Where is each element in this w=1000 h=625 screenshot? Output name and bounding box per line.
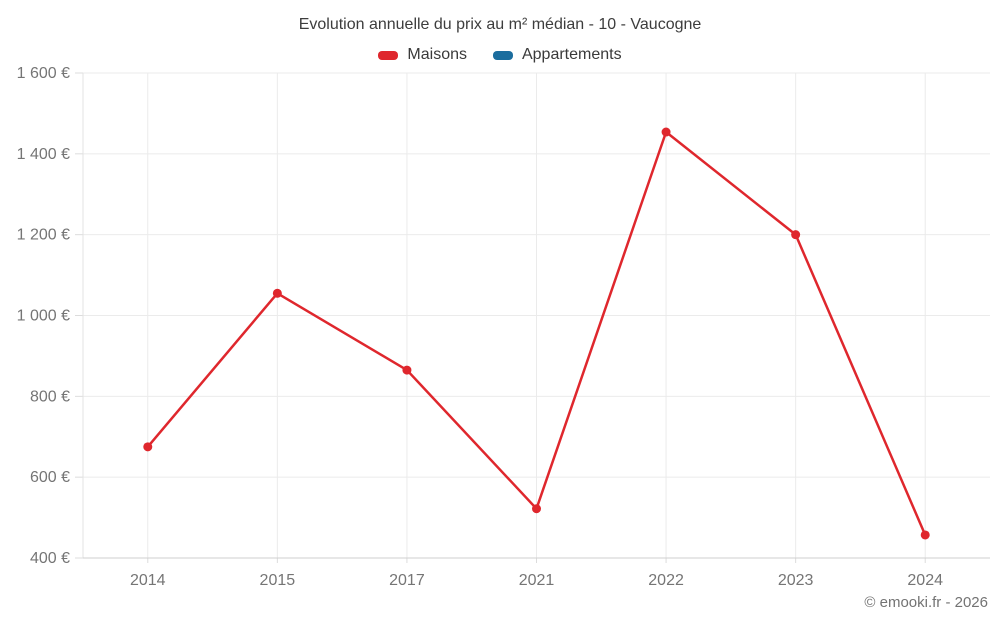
data-point-maisons-2017[interactable] xyxy=(402,365,412,375)
x-axis-label: 2022 xyxy=(648,572,684,589)
data-point-maisons-2014[interactable] xyxy=(143,442,153,452)
y-axis-label: 600 € xyxy=(30,469,70,486)
y-axis-label: 1 000 € xyxy=(17,308,70,325)
y-axis-label: 1 600 € xyxy=(17,65,70,82)
legend-item-appartements[interactable]: Appartements xyxy=(492,46,622,64)
data-point-maisons-2021[interactable] xyxy=(532,504,541,514)
y-axis-label: 1 200 € xyxy=(17,227,70,244)
legend-item-maisons[interactable]: Maisons xyxy=(378,46,467,64)
copyright-text: © emooki.fr - 2026 xyxy=(864,594,988,611)
appartements-series-swatch-icon xyxy=(492,50,513,60)
maisons-series-swatch-icon xyxy=(378,50,399,60)
x-axis-label: 2021 xyxy=(519,572,555,589)
legend-label-maisons: Maisons xyxy=(407,46,467,63)
y-axis-label: 400 € xyxy=(30,550,70,567)
chart-legend: Maisons Appartements xyxy=(0,46,1000,64)
data-point-maisons-2015[interactable] xyxy=(272,288,282,298)
y-axis-label: 1 400 € xyxy=(17,146,70,163)
data-point-maisons-2023[interactable] xyxy=(791,230,801,240)
data-point-maisons-2022[interactable] xyxy=(661,127,671,137)
y-axis-label: 800 € xyxy=(30,388,70,405)
data-point-maisons-2024[interactable] xyxy=(920,530,930,540)
chart-title: Evolution annuelle du prix au m² médian … xyxy=(298,16,702,33)
legend-label-appartements: Appartements xyxy=(521,46,622,63)
x-axis-label: 2015 xyxy=(260,572,296,589)
x-axis-label: 2017 xyxy=(389,572,425,589)
x-axis-label: 2024 xyxy=(907,572,943,589)
x-axis-label: 2014 xyxy=(130,572,166,589)
x-axis-label: 2023 xyxy=(778,572,814,589)
